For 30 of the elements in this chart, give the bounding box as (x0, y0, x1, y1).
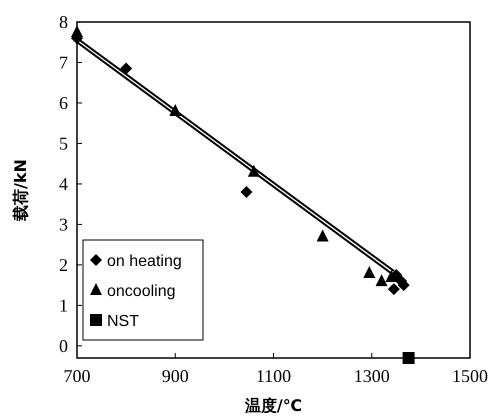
x-tick-label: 700 (64, 366, 90, 386)
x-tick-label: 900 (162, 366, 189, 386)
point (385, 270, 398, 282)
point (169, 104, 182, 116)
point (316, 230, 329, 242)
y-tick-label: 1 (59, 295, 68, 316)
legend-label: on heating (107, 253, 182, 270)
x-tick-label: 1300 (354, 366, 390, 386)
legend-label: NST (107, 313, 140, 330)
legend-label: oncooling (107, 283, 176, 300)
y-tick-label: 8 (59, 12, 68, 32)
point (120, 62, 132, 75)
y-tick-label: 3 (59, 214, 68, 234)
x-tick-label: 1500 (452, 366, 488, 386)
x-axis-title: 温度/℃ (244, 396, 302, 415)
point (402, 352, 415, 364)
point (240, 186, 252, 198)
y-tick-label: 6 (59, 92, 68, 113)
point (363, 266, 376, 278)
y-tick-label: 2 (59, 254, 68, 275)
point (71, 25, 83, 38)
point (388, 283, 400, 296)
x-tick-label: 1100 (256, 366, 292, 386)
point (376, 274, 388, 286)
y-tick-label: 7 (59, 52, 68, 72)
point (248, 164, 260, 177)
y-tick-label: 5 (59, 133, 68, 154)
y-tick-label: 4 (59, 174, 68, 194)
y-tick-label: 0 (59, 336, 68, 356)
y-axis-title: 载荷/kN (11, 159, 30, 222)
